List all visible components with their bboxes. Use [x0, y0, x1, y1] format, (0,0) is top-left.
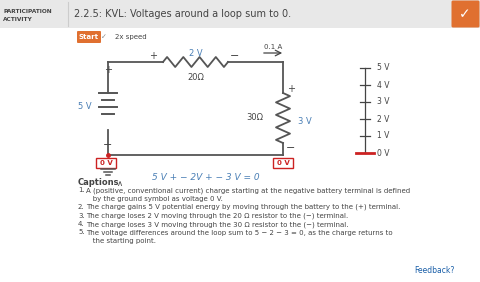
Text: 0.1 A: 0.1 A — [264, 44, 282, 50]
Text: 3.: 3. — [78, 213, 85, 219]
FancyBboxPatch shape — [0, 0, 480, 28]
Text: 2x speed: 2x speed — [115, 34, 146, 40]
Text: 0 V: 0 V — [100, 160, 112, 166]
Text: 30Ω: 30Ω — [246, 113, 263, 122]
Text: the starting point.: the starting point. — [86, 238, 156, 244]
Text: 1 V: 1 V — [377, 131, 389, 140]
Text: ✓: ✓ — [101, 34, 107, 40]
Text: 4 V: 4 V — [377, 80, 389, 89]
FancyBboxPatch shape — [77, 31, 101, 43]
Text: ACTIVITY: ACTIVITY — [3, 17, 33, 22]
Text: 20Ω: 20Ω — [187, 73, 204, 82]
Text: ∧: ∧ — [117, 179, 123, 188]
Text: by the ground symbol as voltage 0 V.: by the ground symbol as voltage 0 V. — [86, 195, 223, 202]
Text: 2 V: 2 V — [189, 49, 202, 58]
Text: −: − — [230, 51, 240, 61]
Text: +: + — [104, 65, 112, 75]
Text: +: + — [149, 51, 157, 61]
Text: 5 V: 5 V — [377, 63, 389, 72]
Text: ✓: ✓ — [459, 7, 471, 21]
Text: 3 V: 3 V — [377, 98, 389, 107]
Text: Feedback?: Feedback? — [415, 266, 455, 275]
Text: The charge gains 5 V potential energy by moving through the battery to the (+) t: The charge gains 5 V potential energy by… — [86, 204, 400, 210]
Text: 1.: 1. — [78, 187, 85, 193]
Text: The charge loses 2 V moving through the 20 Ω resistor to the (−) terminal.: The charge loses 2 V moving through the … — [86, 213, 348, 219]
Text: Start: Start — [79, 34, 99, 40]
FancyBboxPatch shape — [452, 1, 480, 28]
Text: 0 V: 0 V — [276, 160, 289, 166]
Text: 2 V: 2 V — [377, 114, 389, 124]
Text: −: − — [103, 140, 113, 150]
Text: 5 V: 5 V — [78, 102, 92, 111]
FancyBboxPatch shape — [96, 158, 116, 168]
Text: A (positive, conventional current) charge starting at the negative battery termi: A (positive, conventional current) charg… — [86, 187, 410, 193]
Text: The charge loses 3 V moving through the 30 Ω resistor to the (−) terminal.: The charge loses 3 V moving through the … — [86, 221, 348, 228]
Text: −: − — [286, 143, 296, 153]
Text: 0 V: 0 V — [377, 149, 389, 158]
Text: 4.: 4. — [78, 221, 84, 227]
Text: +: + — [287, 84, 295, 94]
Text: 2.: 2. — [78, 204, 84, 210]
FancyBboxPatch shape — [273, 158, 293, 168]
Text: PARTICIPATION: PARTICIPATION — [3, 9, 52, 14]
Text: The voltage differences around the loop sum to 5 − 2 − 3 = 0, as the charge retu: The voltage differences around the loop … — [86, 230, 393, 235]
Text: 5 V + − 2V + − 3 V = 0: 5 V + − 2V + − 3 V = 0 — [152, 173, 259, 182]
Text: Captions: Captions — [78, 178, 120, 187]
Text: 2.2.5: KVL: Voltages around a loop sum to 0.: 2.2.5: KVL: Voltages around a loop sum t… — [74, 9, 291, 19]
Text: 5.: 5. — [78, 230, 84, 235]
Text: 3 V: 3 V — [298, 118, 312, 127]
